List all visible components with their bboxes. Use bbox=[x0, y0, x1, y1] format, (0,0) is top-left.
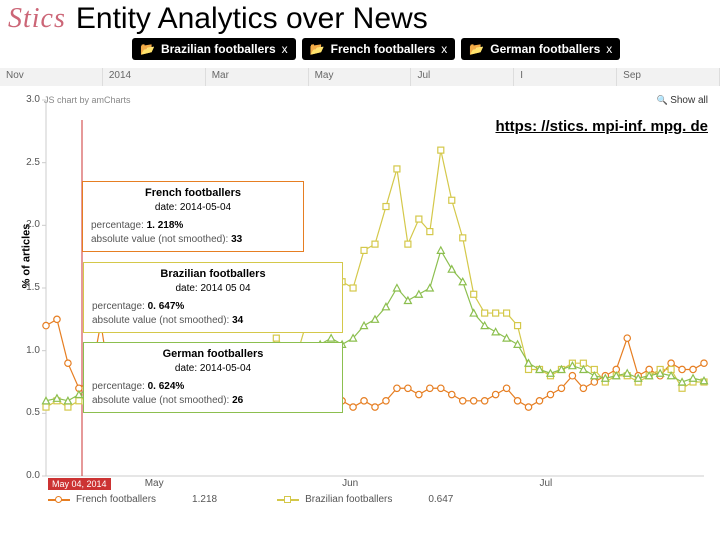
tag-label: Brazilian footballers bbox=[161, 42, 276, 56]
nav-month[interactable]: 2014 bbox=[103, 68, 206, 86]
tooltip-title: German footballers bbox=[92, 347, 334, 362]
date-marker-badge: May 04, 2014 bbox=[48, 478, 111, 490]
entity-tag[interactable]: 📂 German footballers x bbox=[461, 38, 620, 60]
tooltip-title: French footballers bbox=[91, 186, 295, 201]
x-tick-label: Jun bbox=[342, 478, 358, 489]
tooltip-date: date: 2014-05-04 bbox=[92, 362, 334, 376]
tag-label: German footballers bbox=[490, 42, 600, 56]
tooltip-percentage: percentage: 0. 624% bbox=[92, 380, 334, 394]
nav-month[interactable]: May bbox=[309, 68, 412, 86]
y-tick-label: 3.0 bbox=[20, 94, 40, 105]
logo: Stics bbox=[8, 3, 76, 35]
close-icon[interactable]: x bbox=[282, 42, 288, 56]
legend-value: 1.218 bbox=[192, 494, 217, 505]
close-icon[interactable]: x bbox=[606, 42, 612, 56]
y-tick-label: 2.5 bbox=[20, 157, 40, 168]
page-title: Entity Analytics over News bbox=[76, 2, 428, 36]
tooltip-title: Brazilian footballers bbox=[92, 267, 334, 282]
x-tick-label: May bbox=[145, 478, 164, 489]
legend-item[interactable]: Brazilian footballers 0.647 bbox=[277, 494, 453, 505]
entity-tag[interactable]: 📂 Brazilian footballers x bbox=[132, 38, 296, 60]
legend-item[interactable]: French footballers 1.218 bbox=[48, 494, 217, 505]
nav-month[interactable]: I bbox=[514, 68, 617, 86]
tag-label: French footballers bbox=[331, 42, 436, 56]
entity-tag[interactable]: 📂 French footballers x bbox=[302, 38, 456, 60]
tooltip-date: date: 2014-05-04 bbox=[91, 201, 295, 215]
tooltip: German footballers date: 2014-05-04 perc… bbox=[83, 342, 343, 413]
y-tick-label: 1.5 bbox=[20, 282, 40, 293]
tooltip-absolute: absolute value (not smoothed): 34 bbox=[92, 314, 334, 328]
tooltip-absolute: absolute value (not smoothed): 26 bbox=[92, 394, 334, 408]
nav-month[interactable]: Mar bbox=[206, 68, 309, 86]
tooltip: Brazilian footballers date: 2014 05 04 p… bbox=[83, 262, 343, 333]
tooltip-percentage: percentage: 0. 647% bbox=[92, 300, 334, 314]
x-tick-label: Jul bbox=[540, 478, 553, 489]
tooltip: French footballers date: 2014-05-04 perc… bbox=[82, 181, 304, 252]
tooltip-absolute: absolute value (not smoothed): 33 bbox=[91, 233, 295, 247]
y-tick-label: 0.5 bbox=[20, 407, 40, 418]
y-tick-label: 1.0 bbox=[20, 345, 40, 356]
close-icon[interactable]: x bbox=[441, 42, 447, 56]
legend: French footballers 1.218 Brazilian footbal… bbox=[48, 494, 453, 505]
folder-icon: 📂 bbox=[140, 42, 155, 56]
tag-row: 📂 Brazilian footballers x 📂 French footballe… bbox=[132, 38, 620, 60]
y-tick-label: 0.0 bbox=[20, 470, 40, 481]
timeline-nav[interactable]: Nov2014MarMayJulISep bbox=[0, 68, 720, 86]
folder-icon: 📂 bbox=[469, 42, 484, 56]
tooltip-date: date: 2014 05 04 bbox=[92, 282, 334, 296]
legend-label: French footballers bbox=[76, 494, 156, 505]
legend-label: Brazilian footballers bbox=[305, 494, 392, 505]
tooltip-percentage: percentage: 1. 218% bbox=[91, 219, 295, 233]
folder-icon: 📂 bbox=[310, 42, 325, 56]
y-tick-label: 2.0 bbox=[20, 219, 40, 230]
nav-month[interactable]: Nov bbox=[0, 68, 103, 86]
nav-month[interactable]: Sep bbox=[617, 68, 720, 86]
legend-value: 0.647 bbox=[428, 494, 453, 505]
nav-month[interactable]: Jul bbox=[411, 68, 514, 86]
